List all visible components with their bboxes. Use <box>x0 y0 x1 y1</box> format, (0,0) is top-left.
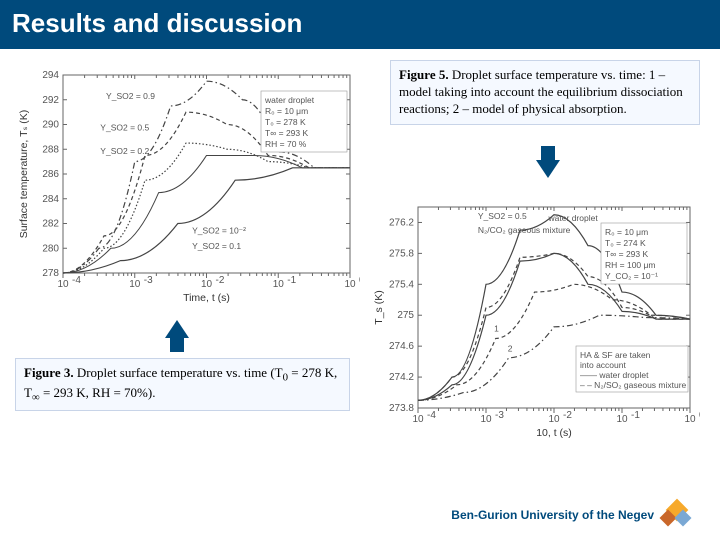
svg-text:-3: -3 <box>144 275 153 286</box>
svg-text:10: 10 <box>684 414 696 425</box>
footer: Ben-Gurion University of the Negev <box>451 500 692 530</box>
svg-text:Surface temperature, Tₛ (K): Surface temperature, Tₛ (K) <box>18 110 30 239</box>
arrow-down-icon <box>536 160 560 178</box>
svg-text:-3: -3 <box>495 410 504 421</box>
svg-text:Y_SO2 = 0.1: Y_SO2 = 0.1 <box>192 241 241 251</box>
arrow-up-icon <box>165 320 189 338</box>
svg-text:10: 10 <box>616 414 628 425</box>
svg-text:275.8: 275.8 <box>389 248 414 259</box>
svg-text:10: 10 <box>548 414 560 425</box>
svg-text:290: 290 <box>42 120 59 131</box>
svg-text:10: 10 <box>57 279 69 290</box>
svg-text:Y_SO2 = 0.2: Y_SO2 = 0.2 <box>100 146 149 156</box>
footer-text: Ben-Gurion University of the Negev <box>451 508 654 522</box>
svg-text:T∞ = 293 K: T∞ = 293 K <box>265 128 308 138</box>
svg-text:294: 294 <box>42 70 59 81</box>
svg-text:10: 10 <box>201 279 213 290</box>
svg-text:-1: -1 <box>631 410 640 421</box>
svg-text:-4: -4 <box>72 275 81 286</box>
svg-text:0: 0 <box>359 275 360 286</box>
svg-text:RH = 70 %: RH = 70 % <box>265 139 307 149</box>
svg-text:275: 275 <box>397 310 414 321</box>
caption-figure-5: Figure 5. Droplet surface temperature vs… <box>390 60 700 125</box>
svg-text:10: 10 <box>273 279 285 290</box>
svg-text:R₀ = 10 μm: R₀ = 10 μm <box>265 106 308 116</box>
svg-text:Y_SO2 = 0.9: Y_SO2 = 0.9 <box>106 91 155 101</box>
university-logo-icon <box>662 500 692 530</box>
svg-text:HA & SF are taken: HA & SF are taken <box>580 350 651 360</box>
svg-text:water droplet: water droplet <box>264 95 315 105</box>
caption-figure-3: Figure 3. Droplet surface temperature vs… <box>15 358 350 411</box>
svg-text:280: 280 <box>42 243 59 254</box>
svg-text:274.6: 274.6 <box>389 341 414 352</box>
svg-text:-2: -2 <box>563 410 572 421</box>
svg-text:R₀ = 10 μm: R₀ = 10 μm <box>605 227 648 237</box>
svg-text:284: 284 <box>42 194 59 205</box>
svg-text:Y_CO₂ = 10⁻¹: Y_CO₂ = 10⁻¹ <box>605 271 658 281</box>
svg-text:T∞ = 293 K: T∞ = 293 K <box>605 249 648 259</box>
svg-text:Time, t (s): Time, t (s) <box>183 292 230 304</box>
svg-text:282: 282 <box>42 219 59 230</box>
svg-text:-2: -2 <box>216 275 225 286</box>
svg-text:– – N₂/SO₂ gaseous mixture: – – N₂/SO₂ gaseous mixture <box>580 380 687 390</box>
svg-text:Y_SO2 = 0.5: Y_SO2 = 0.5 <box>478 211 527 221</box>
svg-text:286: 286 <box>42 169 59 180</box>
svg-text:273.8: 273.8 <box>389 403 414 414</box>
svg-text:into account: into account <box>580 360 626 370</box>
svg-text:N₂/CO₂ gaseous mixture: N₂/CO₂ gaseous mixture <box>478 225 571 235</box>
svg-text:1: 1 <box>494 324 499 334</box>
svg-text:10: 10 <box>412 414 424 425</box>
svg-text:T₀ = 274 K: T₀ = 274 K <box>605 238 646 248</box>
chart-figure-3: 10-410-310-210-1100278280282284286288290… <box>15 65 360 305</box>
svg-text:276.2: 276.2 <box>389 217 414 228</box>
svg-text:T₀ = 278 K: T₀ = 278 K <box>265 117 306 127</box>
svg-text:RH = 100 μm: RH = 100 μm <box>605 260 656 270</box>
svg-text:278: 278 <box>42 268 59 279</box>
svg-text:water droplet: water droplet <box>548 213 599 223</box>
caption-5-label: Figure 5. <box>399 67 449 82</box>
svg-text:10: 10 <box>480 414 492 425</box>
title-bar: Results and discussion <box>0 0 720 49</box>
caption-3-label: Figure 3. <box>24 365 74 380</box>
svg-text:10: 10 <box>129 279 141 290</box>
svg-text:274.2: 274.2 <box>389 372 414 383</box>
chart-3-svg: 10-410-310-210-1100278280282284286288290… <box>15 65 360 305</box>
svg-text:Y_SO2 = 10⁻²: Y_SO2 = 10⁻² <box>192 225 246 235</box>
svg-text:—— water droplet: —— water droplet <box>580 370 649 380</box>
slide-title: Results and discussion <box>12 8 708 39</box>
svg-text:292: 292 <box>42 95 59 106</box>
svg-text:10, t (s): 10, t (s) <box>536 427 572 439</box>
svg-text:-1: -1 <box>287 275 296 286</box>
chart-5-svg: 10-410-310-210-1100273.8274.2274.6275275… <box>370 195 700 440</box>
svg-text:0: 0 <box>699 410 700 421</box>
chart-figure-5: 10-410-310-210-1100273.8274.2274.6275275… <box>370 195 700 440</box>
svg-text:-4: -4 <box>427 410 436 421</box>
svg-text:275.4: 275.4 <box>389 279 414 290</box>
svg-text:10: 10 <box>344 279 356 290</box>
svg-text:288: 288 <box>42 144 59 155</box>
svg-text:2: 2 <box>508 344 513 354</box>
svg-text:Y_SO2 = 0.5: Y_SO2 = 0.5 <box>100 122 149 132</box>
svg-text:T_s (K): T_s (K) <box>373 290 385 324</box>
